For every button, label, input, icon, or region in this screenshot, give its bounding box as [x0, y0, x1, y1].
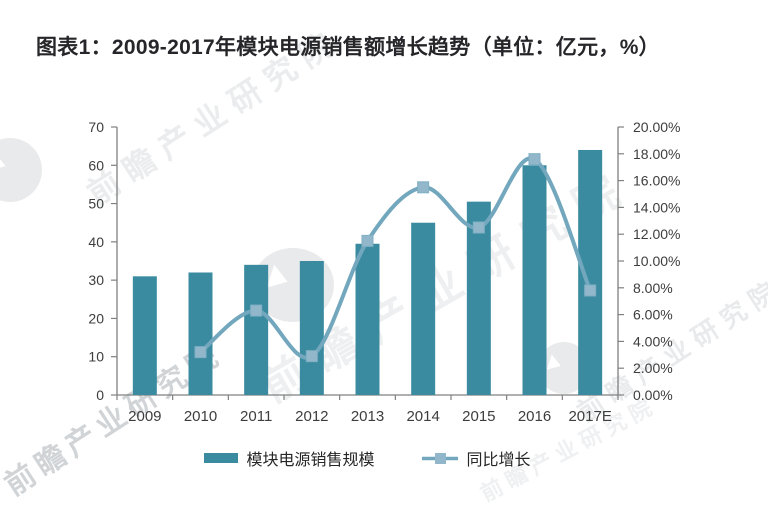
y-axis-right-label: 12.00% — [633, 226, 680, 242]
marker-2017E — [584, 284, 597, 297]
x-axis-label-2015: 2015 — [462, 408, 495, 425]
bar-2013 — [355, 243, 380, 395]
x-axis-label-2017E: 2017E — [568, 408, 611, 425]
y-axis-left-label: 40 — [88, 234, 104, 250]
legend-bar-swatch — [204, 453, 239, 463]
bar-2011 — [244, 264, 269, 395]
chart-canvas: 70605040302010020.00%18.00%16.00%14.00%1… — [88, 119, 680, 425]
y-axis-right-label: 4.00% — [633, 333, 673, 349]
marker-2014 — [417, 181, 430, 194]
chart-legend: 模块电源销售规模 同比增长 — [117, 446, 618, 470]
legend-bar-label: 模块电源销售规模 — [246, 452, 375, 469]
y-axis-left-label: 50 — [88, 196, 104, 212]
chart-title: 图表1：2009-2017年模块电源销售额增长趋势（单位：亿元，%） — [36, 36, 660, 59]
bar-2016 — [522, 165, 547, 395]
y-axis-left-label: 70 — [88, 119, 104, 135]
x-axis-label-2011: 2011 — [240, 408, 272, 425]
y-axis-left-label: 0 — [96, 387, 104, 403]
legend-item-sales: 模块电源销售规模 — [204, 446, 375, 470]
y-axis-right-label: 0.00% — [633, 387, 673, 403]
y-axis-left-label: 10 — [88, 349, 104, 365]
y-axis-right-label: 20.00% — [633, 119, 680, 135]
x-axis-label-2012: 2012 — [295, 408, 328, 425]
y-axis-right-label: 6.00% — [633, 307, 673, 323]
x-axis-label-2010: 2010 — [184, 408, 217, 425]
marker-2015 — [472, 221, 485, 234]
marker-2011 — [250, 304, 263, 317]
y-axis-right-label: 14.00% — [633, 199, 680, 215]
marker-2010 — [194, 346, 207, 359]
x-axis-label-2014: 2014 — [406, 408, 439, 425]
marker-2016 — [528, 153, 541, 166]
y-axis-left-label: 20 — [88, 310, 104, 326]
marker-2012 — [305, 350, 318, 363]
y-axis-right-label: 2.00% — [633, 360, 673, 376]
bar-2015 — [466, 201, 491, 395]
y-axis-right-label: 16.00% — [633, 173, 680, 189]
y-axis-right-label: 8.00% — [633, 280, 673, 296]
bar-2009 — [132, 276, 157, 395]
bar-2010 — [188, 272, 213, 395]
x-axis-label-2009: 2009 — [128, 408, 161, 425]
x-axis-label-2013: 2013 — [351, 408, 384, 425]
y-axis-right-label: 18.00% — [633, 146, 680, 162]
y-axis-left-label: 60 — [88, 157, 104, 173]
marker-2013 — [361, 234, 374, 247]
bar-2014 — [411, 222, 436, 395]
x-axis-label-2016: 2016 — [518, 408, 551, 425]
legend-item-growth: 同比增长 — [421, 446, 531, 470]
y-axis-right-label: 10.00% — [633, 253, 680, 269]
legend-line-label: 同比增长 — [466, 452, 531, 469]
bar-2012 — [299, 261, 324, 395]
legend-line-swatch — [421, 452, 458, 464]
y-axis-left-label: 30 — [88, 272, 104, 288]
